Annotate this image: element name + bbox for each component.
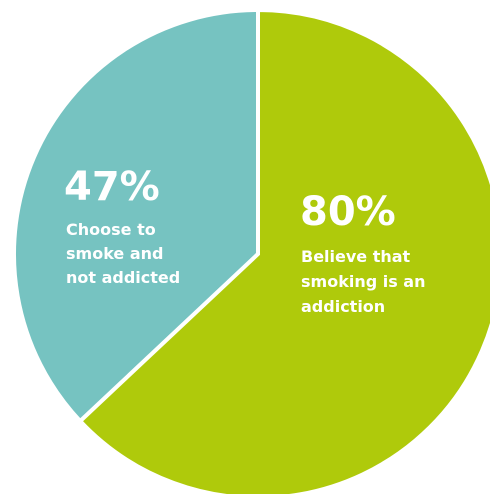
slice-believe-addiction <box>77 7 490 494</box>
believe-addiction-label-line-2: smoking is an <box>301 272 426 291</box>
choose-to-smoke-percent: 47% <box>64 164 160 210</box>
slice-label-choose-to-smoke: 47% Choose to smoke and not addicted <box>64 164 180 287</box>
believe-addiction-label-line-1: Believe that <box>301 247 411 266</box>
choose-to-smoke-label-line-1: Choose to <box>66 220 156 239</box>
choose-to-smoke-label-line-3: not addicted <box>66 268 180 287</box>
believe-addiction-label-line-3: addiction <box>301 297 385 316</box>
pie-slices <box>12 7 490 494</box>
slice-choose-to-smoke <box>12 7 260 424</box>
believe-addiction-percent: 80% <box>300 189 396 235</box>
slice-label-believe-addiction: 80% Believe that smoking is an addiction <box>300 189 426 316</box>
choose-to-smoke-label-line-2: smoke and <box>66 244 163 263</box>
